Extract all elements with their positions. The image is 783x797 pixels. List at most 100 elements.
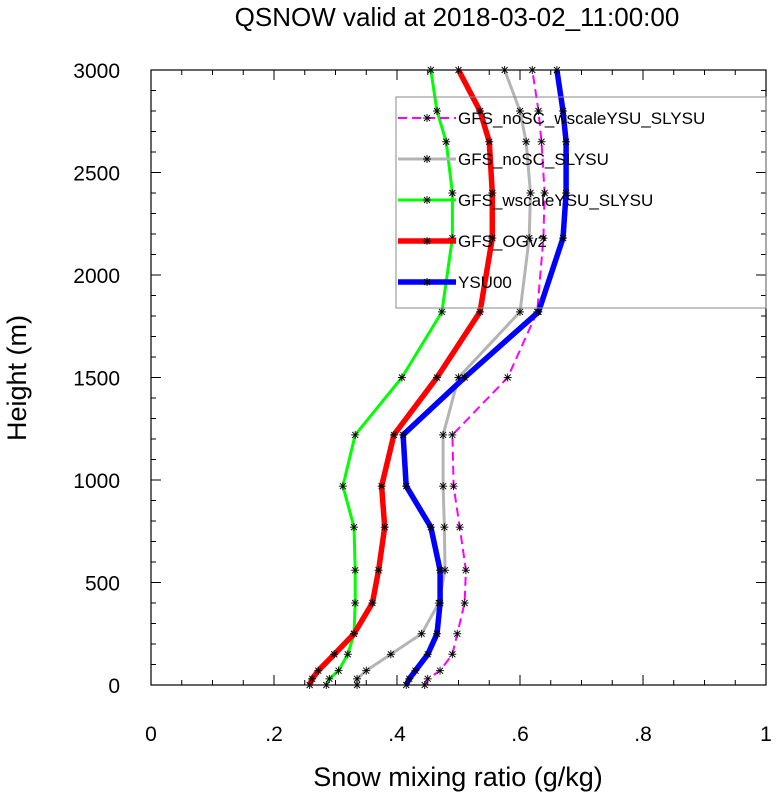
y-tick-label: 0 bbox=[108, 675, 120, 698]
y-axis-label: Height (m) bbox=[2, 315, 32, 441]
legend-item: YSU00 bbox=[398, 273, 512, 292]
data-point bbox=[448, 430, 457, 439]
data-point bbox=[439, 482, 448, 491]
data-point bbox=[314, 666, 323, 675]
data-point bbox=[552, 66, 561, 74]
data-point bbox=[540, 189, 549, 197]
data-point bbox=[537, 137, 546, 146]
data-point bbox=[476, 107, 485, 115]
data-point bbox=[476, 307, 485, 316]
data-point bbox=[351, 430, 360, 439]
data-point bbox=[423, 674, 432, 683]
data-point bbox=[417, 629, 426, 638]
series-GFS_OGv2 bbox=[305, 66, 497, 689]
data-point bbox=[562, 189, 571, 197]
legend-label: YSU00 bbox=[458, 273, 512, 292]
data-point bbox=[522, 137, 531, 146]
data-point bbox=[539, 234, 548, 243]
data-point bbox=[562, 137, 571, 146]
legend-marker bbox=[423, 237, 431, 245]
data-point bbox=[455, 523, 464, 532]
y-tick-label: 1500 bbox=[73, 368, 120, 391]
data-point bbox=[325, 674, 334, 683]
data-point bbox=[460, 599, 469, 607]
data-point bbox=[343, 650, 352, 659]
data-point bbox=[349, 629, 358, 638]
data-point bbox=[351, 566, 360, 575]
x-tick-label: .4 bbox=[388, 723, 406, 746]
x-tick-label: .2 bbox=[265, 723, 283, 746]
x-axis-label: Snow mixing ratio (g/kg) bbox=[313, 762, 603, 792]
data-point bbox=[432, 629, 441, 638]
axis-ticks bbox=[150, 69, 767, 686]
data-point bbox=[351, 599, 360, 607]
data-point bbox=[405, 674, 414, 683]
data-point bbox=[420, 681, 429, 689]
data-point bbox=[448, 650, 457, 659]
legend-marker bbox=[423, 278, 431, 286]
y-tick-label: 2500 bbox=[73, 163, 120, 186]
y-tick-label: 3000 bbox=[73, 60, 120, 83]
y-axis-tick-labels: 0 500 1000 1500 2000 2500 3000 bbox=[73, 60, 120, 698]
data-point bbox=[397, 373, 406, 382]
data-point bbox=[411, 666, 420, 675]
data-point bbox=[330, 650, 339, 659]
data-point bbox=[322, 681, 331, 689]
data-point bbox=[437, 307, 446, 316]
data-point bbox=[516, 107, 524, 115]
data-point bbox=[436, 566, 445, 575]
data-point bbox=[374, 566, 383, 575]
data-point bbox=[436, 599, 445, 607]
legend-label: GFS_noSC_wscaleYSU_SLYSU bbox=[458, 109, 705, 128]
data-point bbox=[353, 674, 362, 683]
y-tick-label: 500 bbox=[85, 573, 120, 596]
data-point bbox=[368, 599, 377, 607]
data-point bbox=[389, 430, 398, 439]
data-point bbox=[432, 373, 441, 382]
x-tick-label: .8 bbox=[634, 723, 652, 746]
series-layer bbox=[305, 66, 571, 689]
data-point bbox=[432, 107, 441, 115]
data-point bbox=[426, 523, 435, 532]
data-point bbox=[386, 650, 395, 659]
data-point bbox=[534, 107, 543, 115]
series-YSU00 bbox=[399, 66, 571, 689]
chart-title: QSNOW valid at 2018-03-02_11:00:00 bbox=[235, 2, 680, 32]
data-point bbox=[402, 482, 411, 491]
data-point bbox=[305, 681, 314, 689]
data-point bbox=[534, 307, 543, 316]
data-point bbox=[442, 137, 451, 146]
y-tick-label: 1000 bbox=[73, 470, 120, 493]
data-point bbox=[399, 430, 408, 439]
data-point bbox=[526, 189, 535, 197]
data-point bbox=[426, 66, 435, 74]
data-point bbox=[377, 482, 386, 491]
data-point bbox=[525, 234, 534, 243]
data-point bbox=[362, 666, 371, 675]
series-GFS_noSC_SLYSU bbox=[353, 66, 535, 689]
data-point bbox=[380, 523, 389, 532]
data-point bbox=[402, 681, 411, 689]
x-tick-label: .6 bbox=[511, 723, 529, 746]
data-point bbox=[439, 430, 448, 439]
legend-item: GFS_noSC_SLYSU bbox=[398, 150, 609, 169]
legend-item: GFS_OGv2 bbox=[398, 232, 547, 251]
x-tick-label: 0 bbox=[145, 723, 157, 746]
legend-box bbox=[395, 96, 767, 309]
legend-item: GFS_wscaleYSU_SLYSU bbox=[398, 191, 653, 210]
data-point bbox=[485, 137, 494, 146]
y-tick-label: 2000 bbox=[73, 265, 120, 288]
data-point bbox=[516, 307, 524, 316]
data-point bbox=[449, 482, 458, 491]
data-point bbox=[559, 107, 568, 115]
data-point bbox=[460, 373, 469, 382]
legend-label: GFS_wscaleYSU_SLYSU bbox=[458, 191, 653, 210]
legend-marker bbox=[423, 155, 431, 163]
data-point bbox=[559, 234, 568, 243]
legend-item: GFS_noSC_wscaleYSU_SLYSU bbox=[398, 109, 705, 128]
x-axis-tick-labels: 0 .2 .4 .6 .8 1 bbox=[145, 723, 772, 746]
data-point bbox=[308, 674, 317, 683]
legend-marker bbox=[423, 196, 431, 204]
x-tick-label: 1 bbox=[760, 723, 772, 746]
